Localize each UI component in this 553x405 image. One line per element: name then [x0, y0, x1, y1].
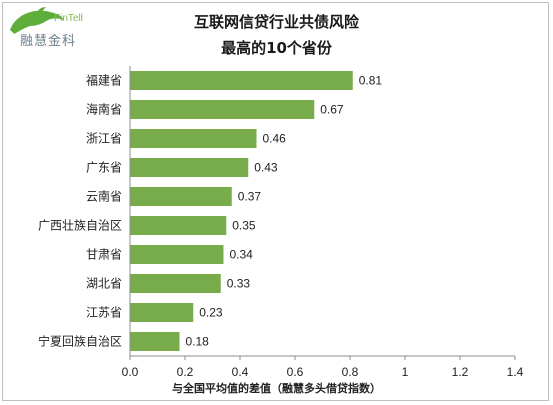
x-tick-label: 1.4: [507, 365, 524, 379]
bar: [130, 129, 257, 148]
x-axis-label: 与全国平均值的差值（融慧多头借贷指数）: [172, 382, 381, 395]
x-tick-label: 0.2: [177, 365, 194, 379]
category-label: 湖北省: [86, 276, 122, 291]
bar: [130, 274, 221, 293]
data-label: 0.23: [199, 306, 223, 320]
x-tick-label: 0.6: [287, 365, 304, 379]
data-label: 0.34: [230, 248, 254, 262]
data-label: 0.18: [186, 335, 210, 349]
dolphin-icon: [10, 7, 64, 34]
category-label: 海南省: [86, 102, 122, 117]
bar: [130, 158, 249, 177]
category-label: 浙江省: [86, 132, 122, 146]
brand-name-cn: 融慧金科: [20, 34, 77, 49]
data-label: 0.46: [263, 132, 287, 146]
category-label: 云南省: [86, 189, 122, 204]
brand-logo: FinTell 融慧金科: [6, 4, 96, 49]
x-tick-label: 1.2: [452, 365, 469, 379]
bar: [130, 332, 180, 351]
category-label: 江苏省: [86, 306, 122, 320]
data-label: 0.35: [232, 219, 256, 233]
category-label: 宁夏回族自治区: [38, 334, 122, 349]
bar: [130, 216, 227, 235]
chart-title-line-2: 最高的10个省份: [221, 39, 332, 57]
x-tick-label: 0.4: [232, 365, 249, 379]
bar: [130, 100, 315, 119]
x-tick-label: 0.8: [342, 365, 359, 379]
bar: [130, 71, 353, 90]
chart-frame: [2, 2, 549, 401]
brand-name-en: FinTell: [54, 13, 83, 24]
data-label: 0.67: [320, 103, 344, 117]
bar: [130, 187, 232, 206]
chart-title-line-1: 互联网信贷行业共债风险: [193, 13, 359, 31]
data-label: 0.81: [359, 74, 383, 88]
data-label: 0.43: [254, 161, 278, 175]
category-label: 广西壮族自治区: [38, 219, 122, 233]
category-label: 甘肃省: [86, 248, 122, 262]
category-label: 福建省: [86, 73, 122, 88]
data-label: 0.33: [227, 277, 251, 291]
x-tick-label: 0.0: [122, 365, 139, 379]
x-tick-label: 1: [402, 365, 409, 379]
bar: [130, 303, 194, 322]
category-label: 广东省: [86, 161, 122, 175]
bar: [130, 245, 224, 264]
data-label: 0.37: [238, 190, 262, 204]
